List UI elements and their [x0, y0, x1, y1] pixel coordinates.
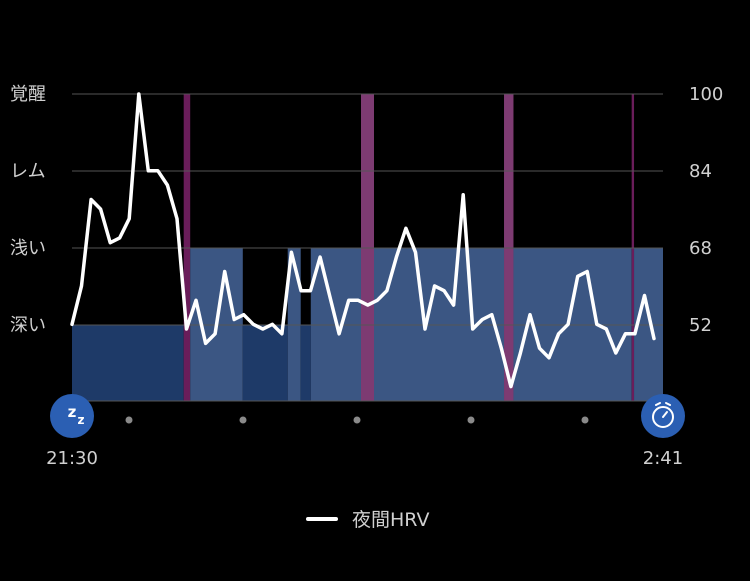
- hrv-point: [357, 299, 359, 301]
- hrv-point: [300, 290, 302, 292]
- hrv-point: [186, 328, 187, 330]
- hrv-point: [596, 323, 598, 325]
- hrv-point: [81, 285, 82, 287]
- hrv-point: [624, 333, 626, 335]
- hrv-point: [644, 295, 645, 296]
- svg-text:z: z: [78, 413, 85, 427]
- hrv-point: [481, 319, 483, 320]
- y-tick-label: 68: [689, 238, 712, 259]
- hrv-point: [166, 184, 168, 186]
- svg-text:z: z: [68, 403, 77, 421]
- hrv-point: [147, 170, 149, 172]
- hrv-point: [386, 290, 388, 292]
- hrv-point: [605, 328, 607, 330]
- hrv-point: [252, 323, 254, 325]
- stage-label-awake: 覚醒: [10, 84, 46, 105]
- x-tick-dots: [125, 416, 589, 424]
- hrv-point: [338, 333, 340, 335]
- hrv-point: [71, 323, 73, 325]
- stage-label-deep: 深い: [10, 315, 46, 336]
- hrv-point: [529, 314, 531, 316]
- hrv-point: [119, 237, 121, 239]
- hrv-point: [157, 170, 159, 172]
- stage-band-deep: [72, 325, 184, 401]
- hrv-point: [262, 328, 264, 330]
- hrv-point: [90, 199, 92, 200]
- hrv-point: [224, 271, 226, 272]
- legend-line-swatch: [306, 516, 338, 521]
- hrv-point: [653, 338, 655, 340]
- hrv-point: [500, 347, 502, 349]
- hrv-point: [329, 295, 331, 296]
- hrv-point: [462, 194, 464, 196]
- hrv-point: [109, 242, 111, 244]
- hrv-point: [548, 357, 550, 359]
- x-tick-dot: [581, 416, 589, 424]
- hrv-point: [376, 299, 378, 301]
- hrv-point: [138, 93, 140, 95]
- x-start-label: 21:30: [46, 448, 98, 469]
- stage-label-rem: レム: [10, 161, 46, 182]
- hrv-point: [443, 290, 445, 292]
- hrv-point: [415, 251, 416, 253]
- x-tick-dot: [239, 416, 247, 424]
- y-tick-label: 100: [689, 84, 723, 105]
- hrv-point: [348, 299, 350, 301]
- hrv-point: [290, 251, 292, 253]
- hrv-point: [395, 256, 397, 258]
- hrv-point: [205, 342, 207, 344]
- hrv-point: [472, 328, 474, 330]
- wake-clock-icon: [641, 394, 685, 438]
- stage-label-light: 浅い: [10, 238, 46, 259]
- hrv-point: [453, 304, 455, 306]
- hrv-point: [310, 290, 311, 292]
- x-tick-dot: [125, 416, 133, 424]
- hrv-point: [577, 275, 579, 277]
- hrv-point: [539, 347, 540, 349]
- hrv-point: [128, 218, 130, 220]
- y-tick-label: 84: [689, 161, 712, 182]
- hrv-series-layer: [70, 92, 656, 389]
- hrv-point: [100, 208, 102, 210]
- hrv-point: [424, 328, 426, 330]
- legend-label: 夜間HRV: [352, 509, 430, 531]
- hrv-point: [519, 352, 521, 354]
- hrv-point: [615, 352, 617, 354]
- hrv-point: [510, 386, 512, 388]
- x-tick-dot: [353, 416, 361, 424]
- hrv-point: [491, 314, 493, 316]
- hrv-point: [319, 256, 321, 258]
- hrv-point: [243, 314, 245, 316]
- stage-band-deep: [242, 325, 288, 401]
- hrv-point: [434, 285, 436, 287]
- hrv-point: [233, 319, 235, 320]
- hrv-point: [405, 227, 407, 229]
- x-end-label: 2:41: [643, 448, 683, 469]
- hrv-point: [367, 304, 369, 306]
- sleep-zz-icon: z z: [50, 394, 94, 438]
- x-tick-dot: [467, 416, 475, 424]
- hrv-point: [271, 323, 273, 325]
- hrv-point: [195, 299, 197, 301]
- hrv-point: [586, 271, 588, 272]
- grid-lines: [72, 93, 663, 402]
- legend: 夜間HRV: [306, 505, 429, 532]
- y-tick-label: 52: [689, 315, 712, 336]
- hrv-point: [214, 333, 216, 335]
- hrv-point: [281, 333, 283, 335]
- stage-band-deep: [300, 325, 311, 401]
- hrv-point: [176, 218, 178, 220]
- hrv-line: [70, 92, 656, 389]
- hrv-point: [567, 323, 569, 325]
- hrv-point: [634, 333, 636, 335]
- hrv-point: [558, 333, 560, 335]
